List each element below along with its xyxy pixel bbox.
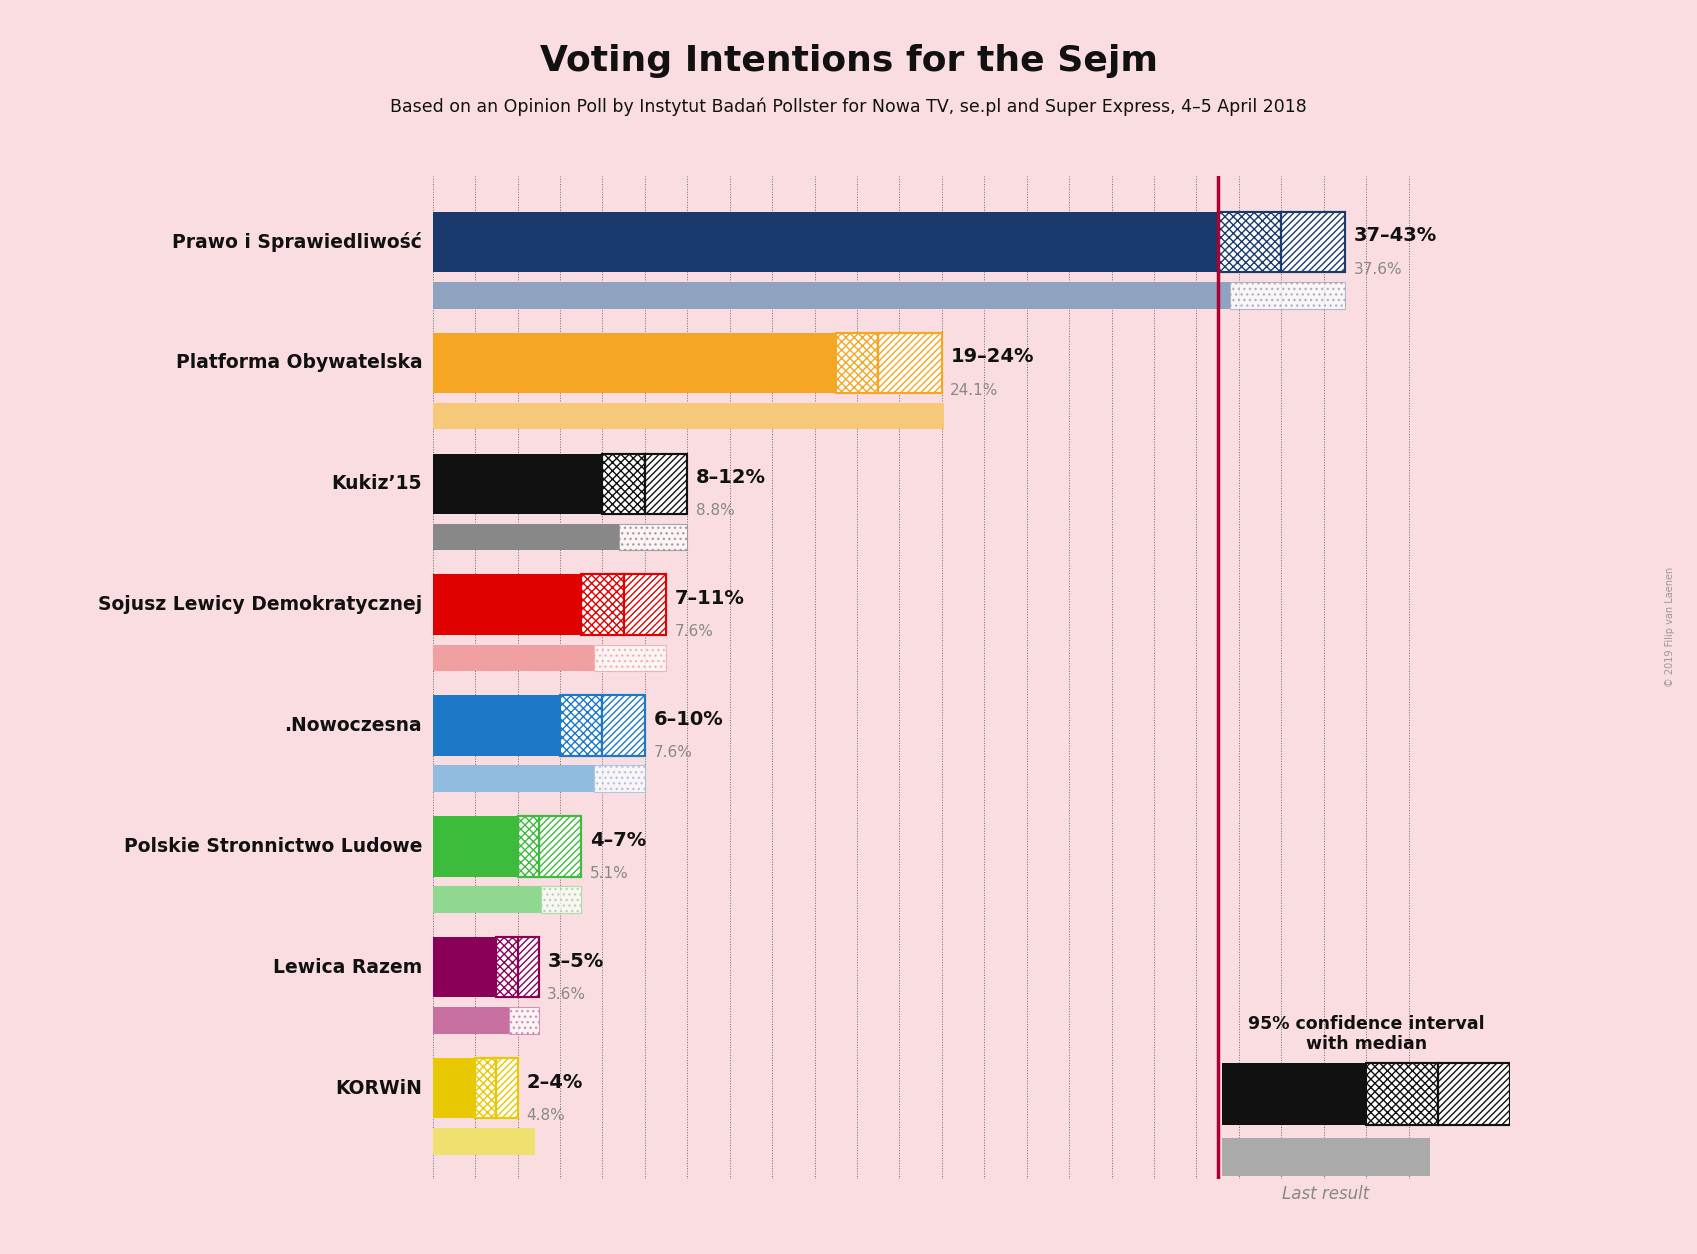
Bar (496, 1058, 518, 1119)
Text: Kukiz’15: Kukiz’15 (331, 474, 423, 493)
Bar (433, 887, 541, 913)
Text: 4–7%: 4–7% (591, 831, 647, 850)
Bar (594, 765, 645, 793)
Bar (645, 454, 687, 514)
Bar (1366, 1063, 1437, 1125)
Bar (433, 645, 594, 671)
Text: Last result: Last result (1281, 1185, 1369, 1203)
Bar (433, 332, 835, 393)
Bar (433, 524, 619, 551)
Text: 3.6%: 3.6% (546, 987, 585, 1002)
Text: 7.6%: 7.6% (675, 624, 713, 640)
Bar (433, 574, 580, 635)
Text: 3–5%: 3–5% (546, 952, 604, 971)
Bar (509, 1007, 540, 1033)
Text: 8–12%: 8–12% (696, 468, 765, 488)
Bar (602, 454, 645, 514)
Bar (645, 454, 687, 514)
Text: 2–4%: 2–4% (526, 1072, 582, 1091)
Bar (1217, 212, 1281, 272)
Bar (518, 816, 540, 877)
Bar (496, 937, 518, 997)
Bar (835, 332, 879, 393)
Text: Lewica Razem: Lewica Razem (273, 958, 423, 977)
Bar (433, 403, 944, 429)
Bar (624, 574, 665, 635)
Bar (1217, 212, 1281, 272)
Bar (518, 816, 540, 877)
Bar (835, 332, 879, 393)
Bar (580, 574, 623, 635)
Bar (1281, 212, 1346, 272)
Bar (580, 574, 623, 635)
Bar (433, 1058, 475, 1119)
Text: 19–24%: 19–24% (950, 347, 1033, 366)
Bar (602, 695, 645, 756)
Bar (1437, 1063, 1510, 1125)
Bar (496, 937, 518, 997)
Bar (518, 937, 540, 997)
Bar (602, 454, 645, 514)
Text: 7.6%: 7.6% (653, 745, 692, 760)
Text: Platforma Obywatelska: Platforma Obywatelska (175, 354, 423, 372)
Bar (1230, 282, 1344, 308)
Text: .Nowoczesna: .Nowoczesna (285, 716, 423, 735)
Text: © 2019 Filip van Laenen: © 2019 Filip van Laenen (1665, 567, 1675, 687)
Bar (1366, 1063, 1437, 1125)
Bar (518, 937, 540, 997)
Bar (433, 765, 594, 793)
Bar (1281, 212, 1346, 272)
Bar (624, 574, 665, 635)
Bar (541, 887, 580, 913)
Text: Sojusz Lewicy Demokratycznej: Sojusz Lewicy Demokratycznej (98, 596, 423, 614)
Bar (602, 695, 645, 756)
Text: 37–43%: 37–43% (1354, 227, 1437, 246)
Bar (540, 816, 580, 877)
Bar (560, 695, 602, 756)
Bar (560, 695, 602, 756)
Bar (433, 212, 1217, 272)
Text: 6–10%: 6–10% (653, 710, 723, 729)
Bar (433, 1129, 535, 1155)
Bar (594, 645, 665, 671)
Text: Polskie Stronnictwo Ludowe: Polskie Stronnictwo Ludowe (124, 836, 423, 856)
Text: 24.1%: 24.1% (950, 382, 1000, 398)
Bar (540, 816, 580, 877)
Bar (433, 816, 518, 877)
Bar (879, 332, 942, 393)
Text: 95% confidence interval
with median: 95% confidence interval with median (1247, 1014, 1485, 1053)
Text: Based on an Opinion Poll by Instytut Badań Pollster for Nowa TV, se.pl and Super: Based on an Opinion Poll by Instytut Bad… (390, 98, 1307, 117)
Text: 5.1%: 5.1% (591, 867, 628, 882)
Bar (433, 282, 1230, 308)
Text: 8.8%: 8.8% (696, 503, 735, 518)
Bar (433, 937, 496, 997)
Bar (1222, 1063, 1366, 1125)
Text: Prawo i Sprawiedliwość: Prawo i Sprawiedliwość (173, 232, 423, 252)
Bar (433, 695, 560, 756)
Bar (1437, 1063, 1510, 1125)
Text: 37.6%: 37.6% (1354, 262, 1402, 277)
Bar (496, 1058, 518, 1119)
Text: Voting Intentions for the Sejm: Voting Intentions for the Sejm (540, 44, 1157, 78)
Bar (879, 332, 942, 393)
Text: KORWiN: KORWiN (336, 1078, 423, 1097)
Text: 4.8%: 4.8% (526, 1107, 565, 1122)
Bar (475, 1058, 496, 1119)
Bar (433, 454, 602, 514)
Bar (475, 1058, 496, 1119)
Bar (619, 524, 687, 551)
Bar (433, 1007, 509, 1033)
Text: 7–11%: 7–11% (675, 589, 745, 608)
